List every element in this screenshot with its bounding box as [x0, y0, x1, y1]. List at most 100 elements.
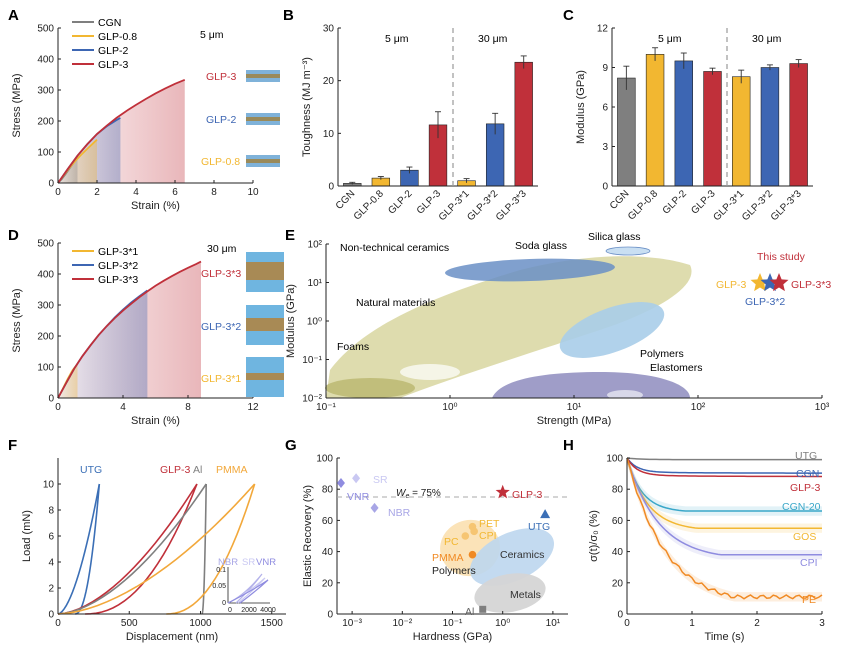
panel-a-ytick-label: 200: [37, 117, 54, 128]
label-f-utg: UTG: [80, 464, 102, 476]
panel-a-xtick-label: 8: [211, 187, 217, 198]
label-this-study: This study: [757, 251, 806, 263]
panel-g-ytick-label: 60: [322, 516, 334, 527]
panel-label-b: B: [283, 7, 294, 24]
label-g-ceramics: Ceramics: [500, 549, 544, 561]
panel-h-ytick-label: 40: [612, 547, 624, 558]
micrograph-glp3s2-layer: [246, 318, 284, 331]
panel-d-xtick-label: 0: [55, 402, 61, 413]
h-line-gos: [626, 457, 822, 529]
region-g-metals: [474, 573, 546, 613]
f-load-curve-utg: [57, 483, 101, 615]
panel-c-bar-glp33: [789, 63, 808, 187]
region-natural-materials: [326, 256, 692, 398]
panel-e-xtick-label: 10⁰: [442, 402, 457, 413]
panel-c-bar-glp3: [703, 71, 722, 187]
panel-g-xtick-label: 10¹: [546, 618, 561, 629]
panel-d-line-glp-3*3: [57, 260, 202, 399]
region-natural-white-blob: [400, 364, 460, 380]
panel-e-regions: [325, 246, 692, 400]
panel-b-category-label: GLP-2: [386, 188, 415, 217]
label-f-al: Al: [193, 464, 202, 476]
panel-g-ytick-label: 80: [322, 485, 334, 496]
label-g-glp3: GLP-3: [512, 489, 543, 501]
panel-f-xtick-label: 1500: [261, 618, 284, 629]
panel-c-category-label: CGN: [608, 188, 632, 212]
panel-b-category-label: CGN: [334, 188, 358, 212]
panel-e-ytick-label: 10⁻¹: [302, 355, 322, 366]
g-marker-cpi: [470, 527, 478, 536]
panel-a-ylabel: Stress (MPa): [11, 73, 23, 137]
panel-b-ytick-label: 20: [323, 76, 335, 87]
panel-f-load-displacement: 0 500 1000 1500 0 2 4 6 8 10 Displacement (nm) Load…: [21, 458, 286, 643]
panel-d-xlabel: Strain (%): [131, 415, 180, 427]
label-f-pmma: PMMA: [216, 464, 248, 476]
panel-d-xtick-label: 8: [185, 402, 191, 413]
panel-d-ylabel: Stress (MPa): [11, 288, 23, 352]
panel-h-ytick-label: 100: [606, 454, 623, 465]
panel-c-ytick-label: 3: [602, 142, 608, 153]
label-h-pe: PE: [802, 594, 816, 606]
panel-f-ytick-label: 6: [48, 532, 54, 543]
e-star-glp3: [750, 273, 770, 292]
panel-c-bar-glp31: [732, 76, 751, 187]
panel-f-xlabel: Displacement (nm): [126, 631, 218, 643]
panel-g-elastic-recovery: 10⁻³ 10⁻² 10⁻¹ 10⁰ 10¹ 0 20 40 60 80 100 Hardness (…: [302, 454, 568, 643]
panel-d-label-glp3s2: GLP-3*2: [201, 321, 241, 333]
panel-f-ytick-label: 10: [43, 480, 55, 491]
panel-d-ytick-label: 0: [48, 394, 54, 405]
panel-g-xlabel: Hardness (GPa): [413, 631, 492, 643]
label-h-glp3: GLP-3: [790, 482, 821, 494]
panel-f-xtick-label: 500: [121, 618, 138, 629]
panel-b-bar-glp33: [514, 61, 533, 187]
panel-label-c: C: [563, 7, 574, 24]
inset-curve-vnr: [227, 579, 269, 604]
legend-label-glp3s2: GLP-3*2: [98, 260, 138, 272]
inset-xtick-2000: 2000: [241, 607, 257, 614]
h-line-utg: [626, 457, 823, 461]
panel-c-bar-glp2: [674, 60, 693, 187]
h-line-glp3: [626, 457, 823, 478]
panel-d-legend: GLP-3*1 GLP-3*2 GLP-3*3: [72, 246, 138, 286]
inset-xtick-4000: 4000: [260, 607, 276, 614]
panel-g-xtick-label: 10⁻¹: [443, 618, 463, 629]
label-g-pc: PC: [444, 536, 459, 548]
panel-e-ytick-label: 10⁻²: [302, 394, 322, 405]
region-silica-glass: [605, 246, 651, 256]
panel-g-xtick-label: 10⁰: [495, 618, 510, 629]
panel-e-xtick-label: 10²: [691, 402, 706, 413]
label-non-technical-ceramics: Non-technical ceramics: [340, 242, 449, 254]
panel-d-ytick-label: 100: [37, 363, 54, 374]
g-marker-glp3: [495, 484, 510, 499]
panel-d-thickness: 30 μm: [207, 243, 237, 255]
panel-g-ytick-label: 100: [316, 454, 333, 465]
legend-label-glp2: GLP-2: [98, 45, 129, 57]
label-g-pmma: PMMA: [432, 552, 464, 564]
panel-label-f: F: [8, 437, 17, 454]
panel-c-bar-cgn: [617, 77, 636, 187]
g-we-value: = 75%: [409, 488, 441, 499]
label-soda-glass: Soda glass: [515, 240, 567, 252]
panel-h-ytick-label: 0: [617, 610, 623, 621]
label-e-glp3: GLP-3: [716, 279, 747, 291]
inset-xtick-0: 0: [228, 607, 232, 614]
panel-a-label-glp2: GLP-2: [206, 114, 237, 126]
panel-h-ylabel: σ(t)/σ₀ (%): [588, 510, 600, 562]
panel-b-group-5um: 5 μm: [385, 33, 409, 45]
g-marker-utg: [540, 509, 551, 519]
region-polymers: [559, 302, 665, 358]
panel-c-ytick-label: 0: [602, 182, 608, 193]
panel-a-thickness: 5 μm: [200, 29, 224, 41]
panel-label-e: E: [285, 227, 295, 244]
panel-f-ytick-label: 8: [48, 506, 54, 517]
panel-a-line-glp-3: [57, 78, 186, 184]
panel-e-ytick-label: 10¹: [308, 278, 323, 289]
panel-b-ytick-label: 10: [323, 129, 335, 140]
h-line-cpi: [626, 457, 822, 556]
panel-f-xtick-label: 1000: [189, 618, 212, 629]
panel-b-ylabel: Toughness (MJ m⁻³): [301, 57, 313, 157]
label-f-glp3: GLP-3: [160, 464, 191, 476]
region-foams: [325, 378, 415, 398]
label-g-sr: SR: [373, 474, 388, 486]
